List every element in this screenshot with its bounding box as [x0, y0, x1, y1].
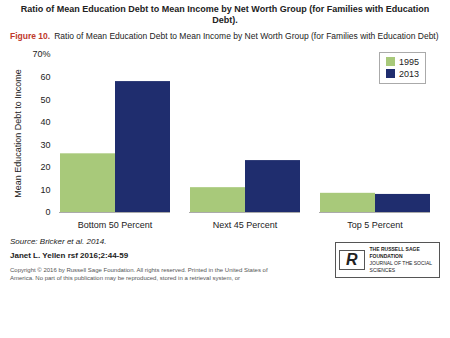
- svg-text:Bottom 50 Percent: Bottom 50 Percent: [78, 219, 153, 229]
- svg-text:10: 10: [40, 184, 50, 194]
- html-text:2013: 2013: [399, 68, 419, 79]
- html-text:JOURNAL OF THE SOCIAL SCIENCES: JOURNAL OF THE SOCIAL SCIENCES: [369, 259, 432, 273]
- html-text:THE RUSSELL SAGE FOUNDATION: THE RUSSELL SAGE FOUNDATION: [369, 245, 420, 259]
- html-text:R: R: [346, 250, 358, 268]
- svg-text:50: 50: [40, 94, 50, 104]
- svg-text:60: 60: [40, 71, 50, 81]
- html-text:Figure 10. Ratio of Mean Educa: Figure 10. Ratio of Mean Education Debt …: [10, 31, 439, 41]
- html-text:Ratio of Mean Education Debt t: Ratio of Mean Education Debt to Mean Inc…: [20, 4, 430, 25]
- svg-text:40: 40: [40, 117, 50, 127]
- html-text:Source: Bricker et al. 2014.: Source: Bricker et al. 2014.: [10, 236, 107, 246]
- svg-text:20: 20: [40, 162, 50, 172]
- svg-text:70%: 70%: [32, 49, 50, 59]
- svg-text:Next 45 Percent: Next 45 Percent: [213, 219, 278, 229]
- svg-text:Top 5 Percent: Top 5 Percent: [347, 219, 403, 229]
- html-text:Copyright © 2016 by Russell Sa: Copyright © 2016 by Russell Sage Foundat…: [10, 266, 268, 281]
- html-text:Janet L. Yellen rsf 2016;2:44-: Janet L. Yellen rsf 2016;2:44-59: [10, 250, 129, 260]
- svg-text:30: 30: [40, 139, 50, 149]
- svg-text:Mean Education Debt to Income: Mean Education Debt to Income: [13, 69, 23, 198]
- svg-text:0: 0: [45, 207, 50, 217]
- html-text:1995: 1995: [399, 56, 419, 67]
